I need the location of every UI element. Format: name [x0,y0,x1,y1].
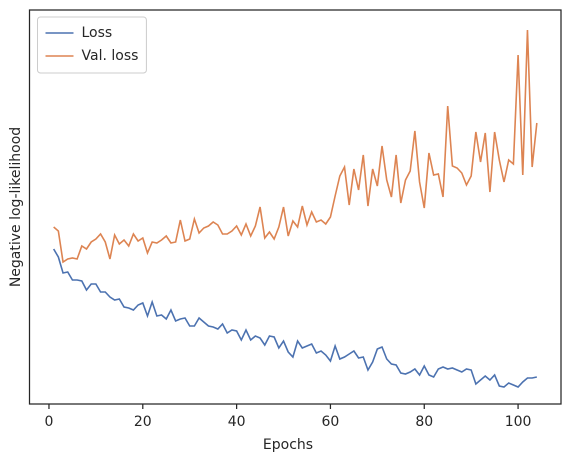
x-tick-label: 0 [45,414,54,430]
x-tick-label: 60 [322,414,340,430]
axes-frame [28,9,562,405]
line-series [52,248,538,388]
x-axis-label: Epochs [263,437,313,453]
legend-label: Loss [82,25,113,41]
legend-label: Val. loss [82,48,139,64]
line-series [53,29,538,264]
legend: Loss Val. loss [37,16,147,74]
x-tick-label: 100 [505,414,532,430]
x-tick-label: 40 [228,414,246,430]
legend-box [37,16,147,74]
x-tick-label: 20 [134,414,152,430]
y-axis-label: Negative log-likelihood [8,127,24,287]
x-tick-label: 80 [415,414,433,430]
